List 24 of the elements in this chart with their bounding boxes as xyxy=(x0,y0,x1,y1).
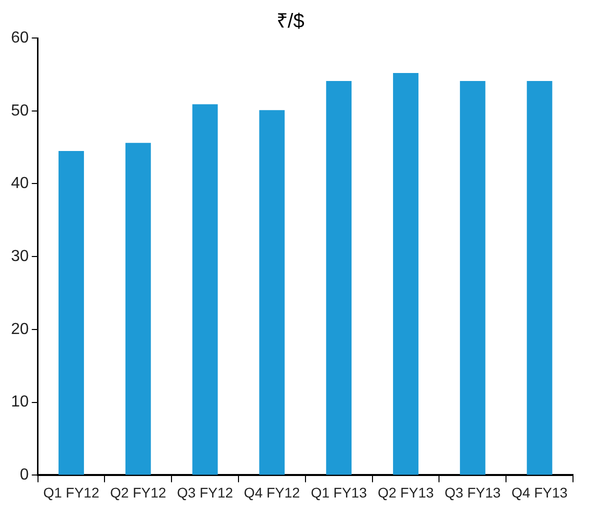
chart-title: ₹/$ xyxy=(276,10,304,33)
bar xyxy=(460,80,486,475)
x-tick-label: Q4 FY12 xyxy=(244,484,300,500)
x-tick-label: Q1 FY13 xyxy=(310,484,368,500)
bar xyxy=(393,72,418,475)
y-tick-label: 50 xyxy=(11,102,29,120)
x-tick-label: Q4 FY13 xyxy=(512,484,568,500)
y-tick-label: 40 xyxy=(11,175,29,192)
y-tick-label: 10 xyxy=(11,394,29,411)
x-tick-label: Q3 FY12 xyxy=(177,484,234,500)
y-tick-label: 0 xyxy=(20,466,29,484)
y-tick-label: 30 xyxy=(11,248,29,266)
bar xyxy=(526,80,552,475)
x-tick-label: Q3 FY13 xyxy=(444,484,501,500)
bar xyxy=(58,150,84,475)
bar xyxy=(192,104,218,475)
y-tick-label: 20 xyxy=(11,320,29,338)
x-tick-label: Q2 FY12 xyxy=(110,484,166,500)
bar xyxy=(259,110,285,475)
x-tick-label: Q1 FY12 xyxy=(43,484,100,500)
x-tick-label: Q2 FY13 xyxy=(378,484,434,500)
bar xyxy=(125,142,151,475)
bar xyxy=(326,80,352,475)
y-tick-label: 60 xyxy=(11,29,29,46)
